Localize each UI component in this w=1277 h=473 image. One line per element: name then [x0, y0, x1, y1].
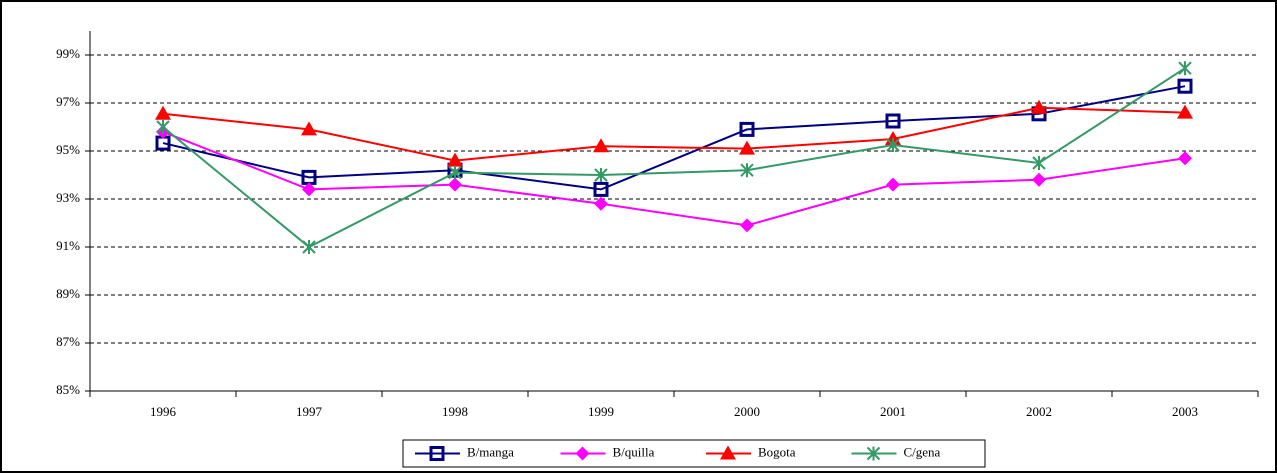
marker: [301, 121, 317, 136]
marker: [302, 240, 316, 254]
marker: [593, 138, 609, 153]
marker: [302, 182, 316, 197]
marker: [1032, 172, 1046, 187]
marker: [1177, 104, 1193, 119]
marker: [594, 168, 608, 182]
x-tick-label: 1998: [442, 404, 468, 419]
marker: [740, 218, 754, 233]
marker: [448, 177, 462, 192]
marker: [739, 140, 755, 155]
x-tick-label: 1996: [150, 404, 177, 419]
y-tick-label: 97%: [56, 94, 80, 109]
x-tick-label: 2001: [880, 404, 906, 419]
y-tick-label: 91%: [56, 238, 80, 253]
marker: [739, 121, 755, 137]
marker: [1032, 156, 1046, 170]
marker: [1178, 151, 1192, 166]
y-tick-label: 95%: [56, 142, 80, 157]
marker: [886, 138, 900, 152]
x-tick-label: 2002: [1026, 404, 1052, 419]
marker: [447, 152, 463, 167]
marker: [1177, 78, 1193, 94]
marker: [885, 113, 901, 129]
marker: [1178, 61, 1192, 76]
legend-label: Bogota: [758, 444, 796, 459]
series-line: [162, 130, 1186, 227]
marker: [594, 196, 608, 211]
marker: [429, 446, 445, 461]
y-tick-label: 93%: [56, 190, 80, 205]
marker: [156, 120, 170, 134]
x-tick-label: 2000: [734, 404, 760, 419]
marker: [575, 446, 590, 461]
x-tick-label: 1999: [588, 404, 614, 419]
y-tick-label: 87%: [56, 334, 80, 349]
marker: [448, 165, 462, 180]
x-tick-label: 1997: [296, 404, 323, 419]
legend-label: C/gena: [904, 444, 941, 459]
x-tick-label: 2003: [1172, 404, 1198, 419]
series-line: [162, 67, 1186, 249]
series-line: [162, 106, 1186, 162]
series-line: [162, 85, 1186, 191]
marker: [720, 445, 736, 460]
marker: [1031, 99, 1047, 114]
y-tick-label: 99%: [56, 46, 80, 61]
legend-label: B/manga: [467, 444, 514, 459]
legend-label: B/quilla: [613, 444, 655, 459]
marker: [886, 177, 900, 192]
marker: [155, 105, 171, 120]
y-tick-label: 85%: [56, 382, 80, 397]
marker: [866, 446, 881, 461]
marker: [740, 163, 754, 178]
marker: [593, 181, 609, 197]
y-tick-label: 89%: [56, 286, 80, 301]
